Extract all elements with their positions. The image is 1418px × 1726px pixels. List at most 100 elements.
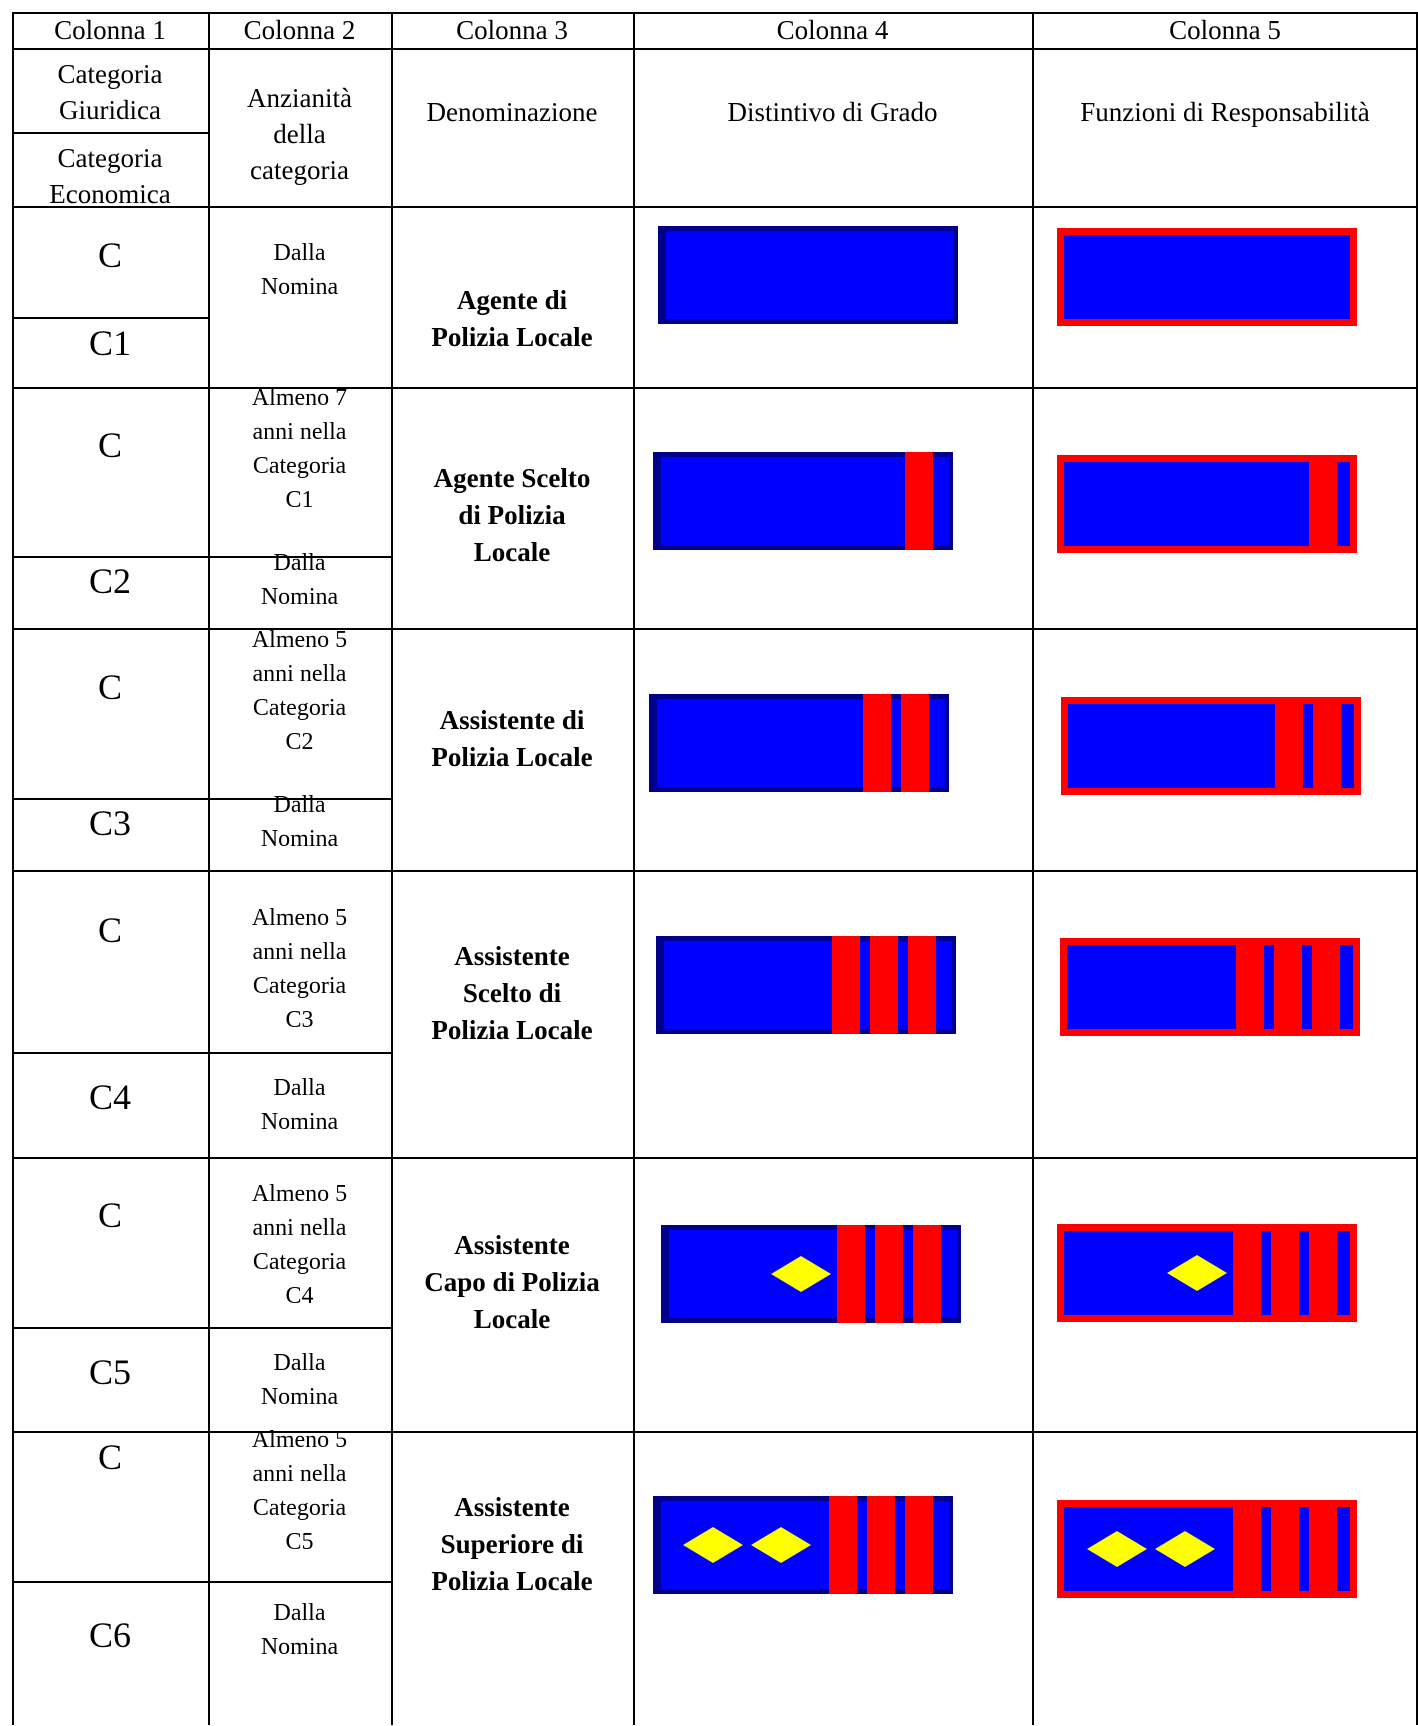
distintivo-grado-badge	[658, 226, 958, 324]
anzianita-top: Almeno 5 anni nella Categoria C2	[251, 627, 348, 755]
grid-line	[12, 206, 1418, 208]
rank-stripe	[1312, 938, 1340, 1036]
rank-stripe	[829, 1496, 857, 1594]
rank-stripe	[837, 1225, 865, 1323]
diamond-insignia	[1087, 1531, 1147, 1567]
diamond-insignia	[751, 1527, 811, 1563]
distintivo-grado-badge	[656, 936, 956, 1034]
anzianita-bottom: Dalla Nomina	[260, 1599, 339, 1660]
subheader-denominazione: Denominazione	[426, 97, 598, 127]
grid-line	[12, 387, 1418, 389]
funzioni-responsabilita-badge	[1057, 228, 1357, 326]
grid-line	[1416, 12, 1418, 1725]
badge-field	[661, 457, 949, 545]
subheader-anzianita: Anzianità della categoria	[247, 83, 352, 185]
categoria-economica: C1	[88, 323, 131, 363]
grid-line	[12, 628, 1418, 630]
rank-stripe	[1274, 938, 1302, 1036]
grid-line	[1032, 12, 1034, 1725]
rank-stripe	[1236, 938, 1264, 1036]
rank-stripe	[1233, 1500, 1261, 1598]
distintivo-grado-badge	[649, 694, 949, 792]
categoria-giuridica: C	[97, 425, 122, 465]
distintivo-grado-badge	[653, 452, 953, 550]
grid-line	[12, 1431, 1418, 1433]
grid-line	[12, 12, 14, 1725]
badge-field	[1067, 945, 1353, 1029]
categoria-giuridica: C	[97, 1195, 122, 1235]
anzianita-top: Almeno 5 anni nella Categoria C5	[251, 1427, 348, 1555]
rank-table: Colonna 1 Colonna 2 Colonna 3 Colonna 4 …	[12, 12, 1418, 1725]
categoria-economica: C5	[88, 1352, 131, 1392]
anzianita-bottom: Dalla Nomina	[260, 792, 339, 852]
funzioni-responsabilita-badge	[1057, 1224, 1357, 1322]
denominazione: Assistente di Polizia Locale	[431, 705, 593, 772]
header-colonna-1: Colonna 1	[54, 15, 166, 45]
rank-stripe	[870, 936, 898, 1034]
denominazione: Assistente Superiore di Polizia Locale	[431, 1491, 593, 1596]
anzianita-top: Almeno 5 anni nella Categoria C3	[251, 905, 348, 1033]
denominazione: Assistente Capo di Polizia Locale	[424, 1229, 600, 1334]
anzianita-bottom: Dalla Nomina	[260, 1075, 339, 1135]
grid-line	[12, 870, 1418, 872]
categoria-giuridica: C	[97, 910, 122, 950]
header-colonna-2: Colonna 2	[243, 15, 356, 45]
anzianita-bottom: Dalla Nomina	[260, 1349, 339, 1410]
grid-line	[12, 12, 1418, 14]
grid-line	[208, 12, 210, 1725]
grid-line	[12, 48, 1418, 50]
grid-line	[12, 1157, 1418, 1159]
categoria-giuridica: C	[97, 1437, 122, 1477]
diamond-insignia	[1167, 1255, 1227, 1291]
grid-line	[12, 798, 391, 800]
funzioni-responsabilita-badge	[1061, 697, 1361, 795]
denominazione: Assistente Scelto di Polizia Locale	[431, 941, 593, 1045]
rank-stripe	[1309, 455, 1337, 553]
anzianita-top: Almeno 5 anni nella Categoria C4	[251, 1181, 348, 1309]
rank-stripe	[1275, 697, 1303, 795]
categoria-economica: C4	[88, 1077, 131, 1117]
header-colonna-4: Colonna 4	[776, 15, 889, 45]
badge-field	[1064, 235, 1350, 319]
rank-stripe	[832, 936, 860, 1034]
rank-stripe	[1233, 1224, 1261, 1322]
rank-stripe	[1271, 1224, 1299, 1322]
grid-line	[633, 12, 635, 1725]
badge-field	[1068, 704, 1354, 788]
rank-stripe	[901, 694, 929, 792]
rank-stripe	[863, 694, 891, 792]
grid-line	[12, 556, 391, 558]
categoria-economica: C6	[88, 1615, 131, 1655]
badge-field	[657, 699, 945, 787]
categoria-economica: C3	[88, 803, 131, 843]
rank-stripe	[913, 1225, 941, 1323]
funzioni-responsabilita-badge	[1060, 938, 1360, 1036]
anzianita-top: Almeno 7 anni nella Categoria C1	[251, 385, 348, 513]
rank-stripe	[875, 1225, 903, 1323]
diamond-insignia	[683, 1527, 743, 1563]
subheader-categoria-giuridica: Categoria Giuridica	[57, 59, 163, 125]
header-colonna-3: Colonna 3	[456, 15, 568, 45]
subheader-distintivo-grado: Distintivo di Grado	[727, 97, 938, 127]
badge-field	[664, 941, 952, 1029]
distintivo-grado-badge	[653, 1496, 953, 1594]
funzioni-responsabilita-badge	[1057, 455, 1357, 553]
rank-stripe	[1313, 697, 1341, 795]
rank-stripe	[905, 452, 933, 550]
distintivo-grado-badge	[661, 1225, 961, 1323]
grid-line	[12, 317, 208, 319]
anzianita-top: Dalla Nomina	[260, 240, 339, 300]
categoria-giuridica: C	[97, 667, 122, 707]
grid-line	[12, 1327, 391, 1329]
badge-field	[1064, 462, 1350, 546]
grid-line	[12, 1581, 391, 1583]
grid-line	[12, 1052, 391, 1054]
funzioni-responsabilita-badge	[1057, 1500, 1357, 1598]
denominazione: Agente Scelto di Polizia Locale	[433, 462, 591, 567]
rank-stripe	[1309, 1500, 1337, 1598]
grid-line	[391, 12, 393, 1725]
rank-stripe	[1271, 1500, 1299, 1598]
rank-stripe	[908, 936, 936, 1034]
rank-stripe	[905, 1496, 933, 1594]
subheader-funzioni-responsabilita: Funzioni di Responsabilità	[1080, 97, 1370, 127]
